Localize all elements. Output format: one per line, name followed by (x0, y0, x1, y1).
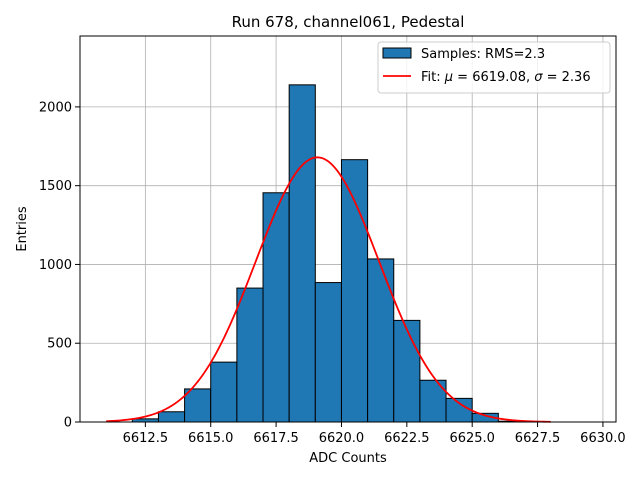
x-tick-label: 6620.0 (319, 431, 365, 446)
legend-fit-mu-value: = 6619.08, (453, 70, 534, 85)
histogram-bar (314, 282, 342, 423)
legend: Samples: RMS=2.3 Fit: μ = 6619.08, σ = 2… (377, 41, 611, 94)
y-tick-label: 1000 (39, 258, 72, 273)
legend-fit-sigma-value: = 2.36 (542, 70, 590, 85)
legend-box (377, 41, 611, 94)
y-axis-label: Entries (15, 206, 30, 252)
histogram-bar (367, 258, 395, 423)
legend-fit-label: Fit: μ = 6619.08, σ = 2.36 (421, 70, 591, 85)
fit-curve-group (106, 156, 551, 423)
legend-samples-label: Samples: RMS=2.3 (421, 47, 545, 62)
x-tick-label: 6625.0 (449, 431, 495, 446)
x-axis-ticks: 6612.5 6615.0 6617.5 6620.0 6622.5 6625.0 6627… (123, 422, 626, 446)
x-tick-label: 6622.5 (384, 431, 430, 446)
histogram-bar (445, 397, 473, 423)
legend-fit-sigma-symbol: σ (534, 70, 543, 85)
histogram-bar (340, 159, 369, 423)
legend-fit-prefix: Fit: (421, 70, 445, 85)
chart-title: Run 678, channel061, Pedestal (232, 13, 465, 31)
plot-frame (79, 35, 617, 423)
x-tick-label: 6617.5 (253, 431, 299, 446)
y-tick-label: 500 (47, 337, 72, 352)
y-tick-label: 2000 (39, 100, 72, 115)
y-tick-label: 0 (64, 416, 72, 431)
x-tick-label: 6612.5 (123, 431, 169, 446)
legend-fit-mu-symbol: μ (444, 70, 453, 85)
x-tick-label: 6630.0 (580, 431, 626, 446)
histogram-bars (131, 84, 525, 423)
fit-curve (106, 156, 551, 423)
y-axis-ticks: 0 500 1000 1500 2000 (39, 100, 80, 431)
histogram-bar (393, 319, 421, 423)
y-tick-label: 1500 (39, 179, 72, 194)
x-axis-label: ADC Counts (309, 451, 387, 466)
x-tick-label: 6627.5 (515, 431, 561, 446)
histogram-bar (262, 192, 290, 423)
histogram-bar (184, 388, 212, 423)
histogram-bar (157, 411, 186, 423)
histogram-bar (236, 287, 264, 423)
histogram-bar (210, 361, 238, 423)
histogram-bar (288, 84, 316, 423)
x-tick-label: 6615.0 (188, 431, 234, 446)
legend-bar-swatch (382, 47, 412, 59)
